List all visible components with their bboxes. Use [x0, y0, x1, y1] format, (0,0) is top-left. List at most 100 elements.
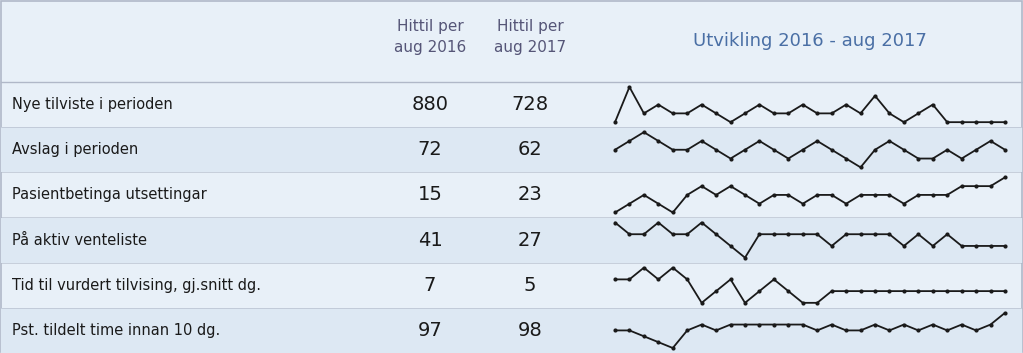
Text: 7: 7	[424, 276, 436, 295]
Text: Pasientbetinga utsettingar: Pasientbetinga utsettingar	[12, 187, 207, 202]
Point	[651, 138, 667, 144]
Text: Tid til vurdert tilvising, gj.snitt dg.: Tid til vurdert tilvising, gj.snitt dg.	[12, 278, 261, 293]
Point	[925, 288, 941, 294]
Point	[925, 322, 941, 327]
Point	[621, 138, 637, 144]
Point	[824, 147, 840, 152]
Point	[866, 192, 883, 198]
Point	[852, 192, 869, 198]
Point	[881, 288, 897, 294]
FancyBboxPatch shape	[1, 308, 1022, 353]
Point	[795, 300, 811, 306]
Point	[838, 232, 854, 237]
Point	[737, 192, 753, 198]
Point	[838, 328, 854, 333]
Point	[838, 288, 854, 294]
Text: Hittil per
aug 2016: Hittil per aug 2016	[394, 19, 466, 55]
Point	[996, 243, 1013, 249]
Text: 72: 72	[417, 140, 442, 159]
Text: Pst. tildelt time innan 10 dg.: Pst. tildelt time innan 10 dg.	[12, 323, 220, 338]
Point	[708, 328, 724, 333]
Point	[765, 232, 782, 237]
Point	[635, 334, 652, 339]
Point	[896, 243, 913, 249]
Point	[679, 147, 696, 152]
Point	[953, 119, 970, 125]
Point	[651, 276, 667, 282]
Point	[621, 276, 637, 282]
Point	[607, 220, 623, 225]
Point	[910, 232, 927, 237]
Point	[982, 243, 998, 249]
Point	[925, 156, 941, 161]
Point	[982, 119, 998, 125]
Point	[809, 232, 826, 237]
Point	[982, 288, 998, 294]
Point	[982, 322, 998, 327]
Point	[751, 201, 767, 207]
Point	[896, 119, 913, 125]
Text: På aktiv venteliste: På aktiv venteliste	[12, 233, 147, 247]
Point	[910, 192, 927, 198]
Point	[722, 119, 739, 125]
Point	[665, 345, 681, 351]
Point	[781, 232, 797, 237]
Point	[866, 147, 883, 152]
Point	[694, 220, 710, 225]
Point	[665, 232, 681, 237]
Point	[824, 288, 840, 294]
Point	[996, 147, 1013, 152]
Point	[737, 110, 753, 116]
Point	[781, 156, 797, 161]
Text: 15: 15	[417, 185, 442, 204]
Point	[968, 288, 984, 294]
Point	[809, 328, 826, 333]
Point	[765, 322, 782, 327]
Point	[722, 183, 739, 189]
Point	[607, 119, 623, 125]
Text: 23: 23	[518, 185, 542, 204]
Point	[953, 243, 970, 249]
Point	[708, 288, 724, 294]
Point	[751, 232, 767, 237]
Point	[866, 322, 883, 327]
Point	[795, 147, 811, 152]
Text: Utvikling 2016 - aug 2017: Utvikling 2016 - aug 2017	[693, 32, 927, 50]
Point	[896, 288, 913, 294]
FancyBboxPatch shape	[1, 127, 1022, 172]
Text: 27: 27	[518, 231, 542, 250]
Point	[665, 110, 681, 116]
Point	[751, 322, 767, 327]
Point	[982, 183, 998, 189]
Point	[651, 201, 667, 207]
Point	[809, 110, 826, 116]
Point	[968, 243, 984, 249]
Point	[939, 192, 955, 198]
Point	[607, 210, 623, 215]
Point	[679, 192, 696, 198]
Point	[751, 138, 767, 144]
Text: 728: 728	[512, 95, 548, 114]
Point	[866, 232, 883, 237]
Point	[607, 276, 623, 282]
Point	[809, 192, 826, 198]
Point	[621, 328, 637, 333]
Point	[866, 93, 883, 98]
Point	[824, 110, 840, 116]
Point	[910, 156, 927, 161]
Point	[824, 192, 840, 198]
Point	[781, 288, 797, 294]
Point	[679, 232, 696, 237]
Point	[996, 310, 1013, 316]
Point	[996, 119, 1013, 125]
Text: 97: 97	[417, 321, 442, 340]
Point	[737, 322, 753, 327]
Point	[809, 300, 826, 306]
Point	[896, 201, 913, 207]
Point	[953, 156, 970, 161]
FancyBboxPatch shape	[1, 217, 1022, 263]
Point	[968, 119, 984, 125]
Point	[722, 156, 739, 161]
Point	[722, 243, 739, 249]
Point	[939, 328, 955, 333]
